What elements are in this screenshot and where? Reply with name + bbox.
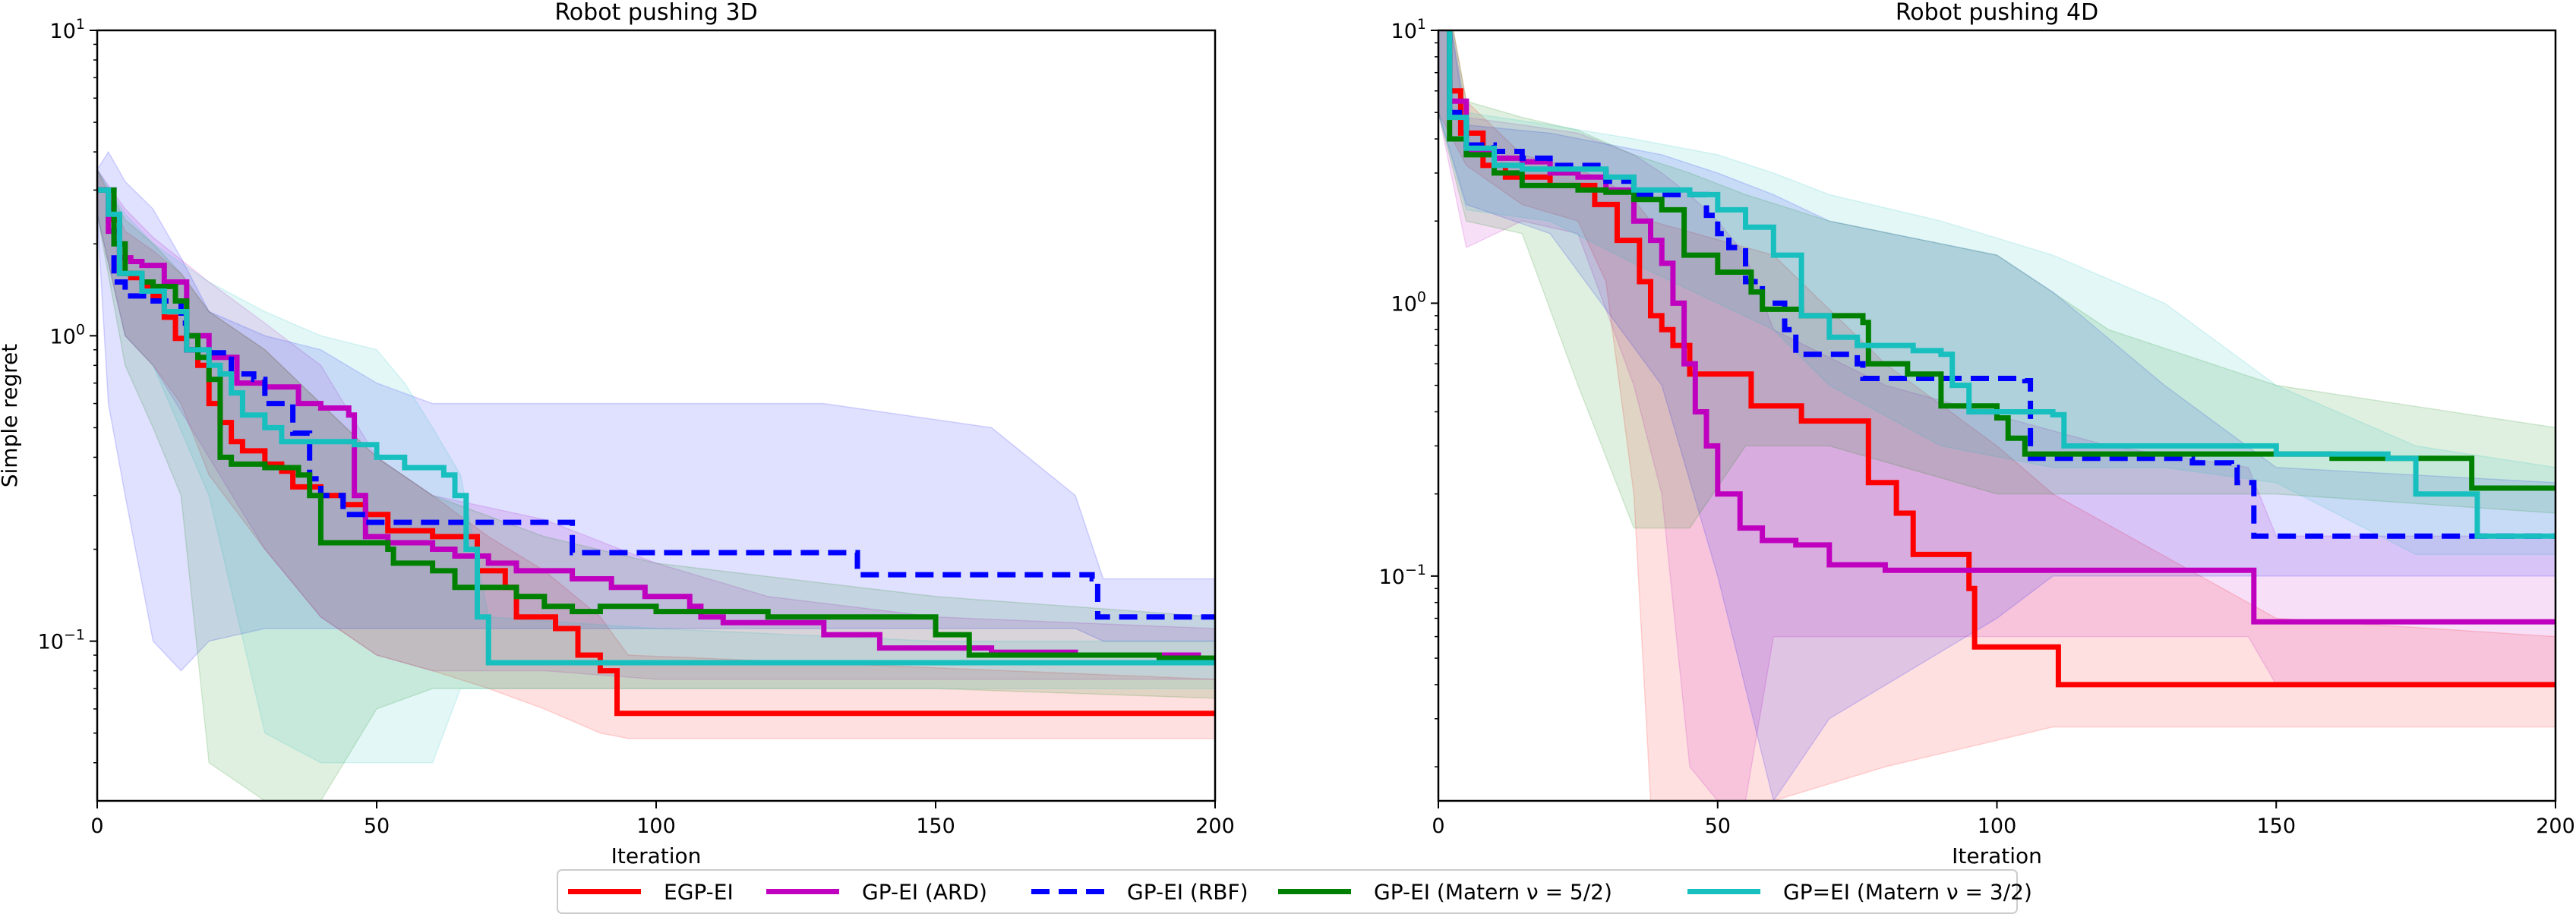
plot-area	[1438, 30, 2555, 801]
x-axis-label: Iteration	[611, 843, 702, 868]
y-tick-label: 101	[50, 16, 85, 43]
x-tick-label: 0	[1432, 815, 1444, 838]
x-tick-label: 150	[916, 815, 955, 838]
chart-title: Robot pushing 4D	[1896, 0, 2098, 26]
confidence-band-gp-ei-ard-	[97, 169, 1215, 680]
y-tick-label: 101	[1391, 16, 1426, 43]
series-line-gp-ei-matern-3-2-	[97, 187, 1215, 666]
confidence-band-gp-ei-matern-5-2-	[1438, 30, 2555, 529]
legend: EGP-EI GP-EI (ARD) GP-EI (RBF) GP-EI (Mater…	[557, 869, 2032, 914]
legend-label: GP-EI (ARD)	[862, 880, 987, 905]
chart-title: Robot pushing 3D	[554, 0, 757, 26]
legend-label: GP-EI (RBF)	[1127, 880, 1249, 905]
x-tick-label: 200	[2536, 815, 2575, 838]
y-tick-label: 10−1	[1379, 562, 1426, 589]
series-line-gp-ei-rbf-	[1447, 30, 2555, 539]
x-tick-label: 50	[1705, 815, 1731, 838]
series-line-gp-ei-matern-3-2-	[1447, 30, 2555, 539]
x-tick-label: 200	[1195, 815, 1235, 838]
x-axis-label: Iteration	[1952, 843, 2042, 868]
series-line-gp-ei-ard-	[97, 187, 1215, 666]
legend-label: EGP-EI	[664, 880, 734, 905]
confidence-band-gp-ei-matern-3-2-	[1438, 30, 2555, 556]
x-tick-label: 100	[1978, 815, 2017, 838]
x-tick-label: 0	[90, 815, 103, 838]
plot-area	[97, 150, 1215, 801]
chart-robot-pushing-3d: 0 50 100 150 200 10−1 100 101 Robot pushing 3D It…	[0, 0, 1235, 868]
x-tick-label: 50	[364, 815, 390, 838]
y-tick-label: 100	[1391, 288, 1426, 316]
x-tick-label: 100	[636, 815, 676, 838]
series-line-gp-ei-rbf-	[97, 187, 1215, 620]
confidence-band-egp-ei	[97, 169, 1215, 739]
confidence-band-gp-ei-matern-3-2-	[97, 168, 1215, 764]
series-line-egp-ei	[1447, 30, 2555, 688]
legend-label: GP-EI (Matern ν = 5/2)	[1374, 880, 1612, 905]
series-line-gp-ei-matern-5-2-	[97, 187, 1215, 661]
chart-robot-pushing-4d: 0 50 100 150 200 10−1 100 101 Robot pushing 4D It…	[1379, 0, 2575, 868]
confidence-band-egp-ei	[1438, 30, 2555, 801]
y-tick-label: 100	[50, 321, 85, 348]
legend-label: GP=EI (Matern ν = 3/2)	[1783, 880, 2032, 905]
y-tick-label: 10−1	[38, 627, 85, 654]
series-line-gp-ei-matern-5-2-	[1447, 30, 2555, 491]
y-axis-label: Simple regret	[0, 344, 22, 488]
confidence-band-gp-ei-matern-5-2-	[97, 168, 1215, 801]
x-tick-label: 150	[2256, 815, 2296, 838]
